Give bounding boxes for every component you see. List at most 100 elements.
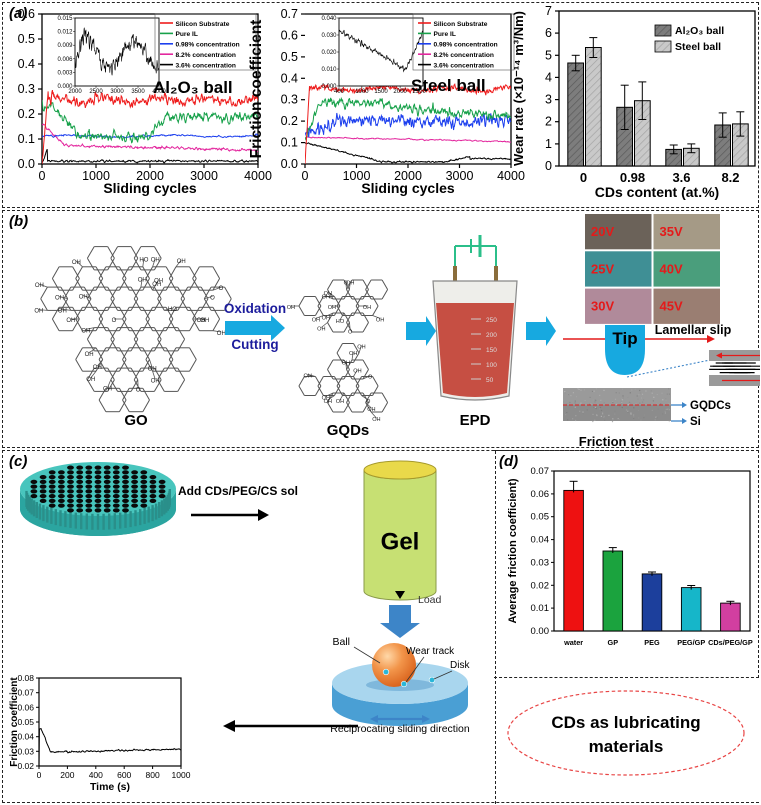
svg-text:PEG: PEG xyxy=(644,638,660,647)
svg-text:OH: OH xyxy=(72,260,81,266)
svg-text:OH: OH xyxy=(151,258,160,264)
svg-text:5: 5 xyxy=(545,48,552,62)
svg-text:OH: OH xyxy=(312,317,320,323)
svg-text:0.98: 0.98 xyxy=(620,170,645,185)
svg-text:Load: Load xyxy=(418,594,442,606)
svg-text:0.03: 0.03 xyxy=(530,557,549,568)
svg-text:GO: GO xyxy=(124,412,148,429)
svg-text:OH: OH xyxy=(317,327,325,333)
svg-text:Friction coefficient: Friction coefficient xyxy=(9,677,20,767)
svg-text:OH: OH xyxy=(376,317,384,323)
svg-text:Tip: Tip xyxy=(612,329,637,348)
svg-text:0.06: 0.06 xyxy=(530,489,549,500)
svg-text:Friction test: Friction test xyxy=(579,434,654,449)
svg-text:GP: GP xyxy=(607,638,618,647)
svg-text:0: 0 xyxy=(37,770,42,780)
svg-text:CDs content (at.%): CDs content (at.%) xyxy=(595,184,719,200)
svg-text:Disk: Disk xyxy=(450,660,470,671)
svg-text:0.04: 0.04 xyxy=(530,535,549,546)
svg-text:HO: HO xyxy=(168,307,177,313)
svg-text:20V: 20V xyxy=(591,224,614,239)
svg-text:3: 3 xyxy=(545,93,552,107)
svg-text:CDs/PEG/GP: CDs/PEG/GP xyxy=(708,638,753,647)
svg-text:OH: OH xyxy=(322,315,330,321)
svg-text:Ball: Ball xyxy=(332,636,350,648)
svg-text:OH: OH xyxy=(217,331,226,337)
svg-text:OH: OH xyxy=(55,295,64,301)
svg-text:O: O xyxy=(219,286,224,292)
svg-text:OH: OH xyxy=(304,373,312,379)
svg-text:OH: OH xyxy=(322,395,330,401)
svg-text:Average friction coefficient): Average friction coefficient) xyxy=(507,478,519,623)
svg-text:2: 2 xyxy=(545,115,552,129)
svg-text:OH: OH xyxy=(58,308,67,314)
svg-text:Oxidation: Oxidation xyxy=(224,301,286,316)
svg-text:100: 100 xyxy=(486,362,497,369)
svg-text:OH: OH xyxy=(152,282,161,288)
svg-text:0: 0 xyxy=(580,170,587,185)
svg-text:7: 7 xyxy=(545,4,552,18)
svg-text:35V: 35V xyxy=(660,224,683,239)
svg-text:45V: 45V xyxy=(660,299,683,314)
svg-text:OH: OH xyxy=(151,378,160,384)
svg-text:OH: OH xyxy=(349,351,357,357)
svg-text:OH: OH xyxy=(138,278,147,284)
svg-text:OH: OH xyxy=(86,377,95,383)
svg-text:30V: 30V xyxy=(591,299,614,314)
svg-text:O: O xyxy=(210,295,215,301)
svg-text:GQDCs: GQDCs xyxy=(690,400,731,412)
svg-text:Al₂O₃ ball: Al₂O₃ ball xyxy=(675,25,724,37)
svg-text:Add CDs/PEG/CS sol: Add CDs/PEG/CS sol xyxy=(178,484,298,498)
svg-text:O: O xyxy=(348,330,353,336)
svg-text:3.6: 3.6 xyxy=(672,170,690,185)
svg-text:400: 400 xyxy=(89,770,103,780)
svg-text:Si: Si xyxy=(690,416,701,428)
svg-text:OH: OH xyxy=(103,387,112,393)
svg-text:800: 800 xyxy=(146,770,160,780)
svg-text:50: 50 xyxy=(486,377,494,384)
svg-text:1000: 1000 xyxy=(172,770,191,780)
svg-text:OH: OH xyxy=(66,318,75,324)
svg-text:OH: OH xyxy=(177,259,186,265)
svg-text:OH: OH xyxy=(357,344,365,350)
svg-text:0.07: 0.07 xyxy=(530,466,549,477)
svg-text:0.05: 0.05 xyxy=(530,512,549,523)
svg-text:EPD: EPD xyxy=(460,412,491,429)
svg-text:4: 4 xyxy=(545,70,552,84)
svg-text:HO: HO xyxy=(336,319,345,325)
svg-text:OH: OH xyxy=(328,305,336,311)
svg-text:600: 600 xyxy=(117,770,131,780)
svg-text:OH: OH xyxy=(85,352,94,358)
svg-text:250: 250 xyxy=(486,317,497,324)
svg-text:CDs as lubricating: CDs as lubricating xyxy=(551,713,700,732)
svg-text:Steel ball: Steel ball xyxy=(675,41,721,53)
svg-text:OH: OH xyxy=(287,305,295,311)
svg-text:water: water xyxy=(563,638,583,647)
svg-text:OH: OH xyxy=(148,367,157,373)
svg-text:0.02: 0.02 xyxy=(530,580,549,591)
svg-text:materials: materials xyxy=(588,737,663,756)
svg-text:O: O xyxy=(344,281,349,287)
svg-text:GQDs: GQDs xyxy=(327,422,370,439)
svg-text:OH: OH xyxy=(79,294,88,300)
svg-text:150: 150 xyxy=(486,347,497,354)
svg-text:1: 1 xyxy=(545,137,552,151)
svg-text:200: 200 xyxy=(486,332,497,339)
svg-text:OH: OH xyxy=(372,417,380,423)
svg-text:25V: 25V xyxy=(591,261,614,276)
svg-text:OH: OH xyxy=(363,305,371,311)
svg-text:OH: OH xyxy=(34,309,43,315)
svg-text:40V: 40V xyxy=(660,261,683,276)
svg-text:OH: OH xyxy=(35,283,44,289)
svg-text:O: O xyxy=(136,387,141,393)
svg-text:8.2: 8.2 xyxy=(721,170,739,185)
svg-text:Wear track: Wear track xyxy=(406,646,455,657)
svg-text:0.01: 0.01 xyxy=(530,603,549,614)
svg-text:0.00: 0.00 xyxy=(530,626,549,637)
svg-text:OH: OH xyxy=(81,328,90,334)
svg-text:Gel: Gel xyxy=(381,529,420,556)
svg-text:OH: OH xyxy=(336,399,344,405)
svg-text:O: O xyxy=(366,399,371,405)
svg-text:0: 0 xyxy=(545,159,552,173)
svg-text:PEG/GP: PEG/GP xyxy=(677,638,705,647)
